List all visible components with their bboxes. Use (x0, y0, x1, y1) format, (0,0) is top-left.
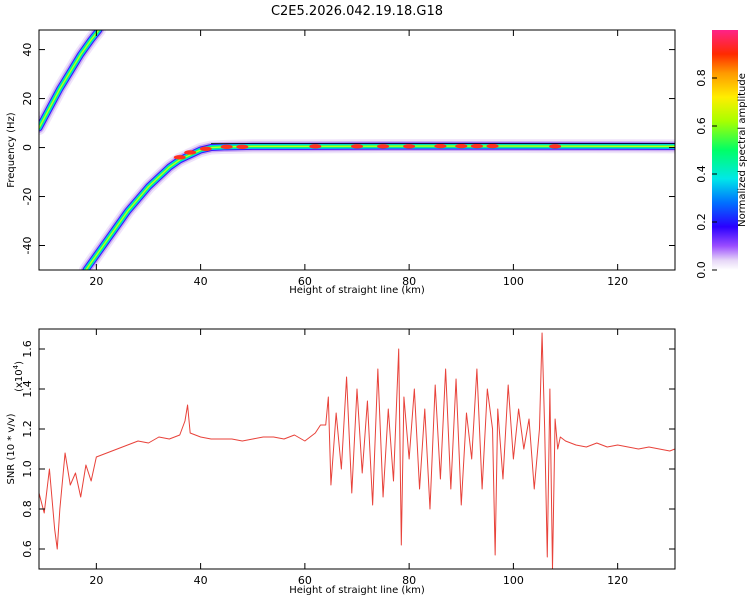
y-tick-label: 0.6 (21, 540, 34, 558)
colorbar-gradient (712, 30, 738, 270)
x-tick-label: 20 (89, 574, 103, 587)
spectrogram-frame (38, 29, 676, 271)
colorbar-label: Normalized spectral amplitude (737, 73, 748, 227)
y-tick-label: 0 (21, 144, 34, 151)
spectrogram-tracks (39, 30, 675, 270)
snr-scale-note: (x104) (12, 361, 25, 392)
spectrogram-peak (377, 144, 390, 149)
x-tick-label: 100 (503, 574, 524, 587)
snr-frame (38, 328, 676, 570)
snr-scale-base: (x10 (14, 369, 25, 392)
snr-background (39, 329, 675, 569)
spectrogram-track-1 (85, 145, 675, 270)
y-tick-label: 0.8 (21, 500, 34, 518)
spectrogram-peak (470, 143, 483, 149)
y-tick-label: 1.2 (21, 420, 34, 438)
spectrogram-y-axis: -40 -20 0 20 40 (21, 43, 675, 255)
spectrogram-peak (220, 144, 233, 150)
snr-y-label: SNR (10 * v/v) (6, 413, 17, 484)
snr-series (39, 332, 675, 569)
y-tick-label: 1.4 (21, 380, 34, 398)
svg-text:(x104): (x104) (12, 361, 25, 392)
snr-x-axis: 20 40 60 80 100 120 (89, 329, 628, 587)
spectrogram-peak (184, 150, 197, 155)
snr-panel: 20 40 60 80 100 120 0.6 0.8 1.0 1.2 1.4 1.6 Height… (6, 328, 676, 596)
spectrogram-y-label: Frequency (Hz) (6, 112, 17, 188)
y-tick-label: -20 (21, 188, 34, 206)
y-tick-label: 20 (21, 92, 34, 106)
spectrogram-peak (403, 144, 416, 149)
figure-title: C2E5.2026.042.19.18.G18 (271, 4, 443, 19)
colorbar: 0.0 0.2 0.4 0.6 0.8 Normalized spectral ampl… (695, 30, 748, 279)
y-tick-label: -40 (21, 237, 34, 255)
x-tick-label: 120 (607, 275, 628, 288)
snr-series-line-0 (39, 332, 675, 569)
colorbar-ticks: 0.0 0.2 0.4 0.6 0.8 (695, 69, 717, 279)
spectrogram-peak (236, 144, 249, 150)
spectrogram-peak (173, 155, 186, 160)
spectrogram-peak (455, 143, 468, 149)
snr-scale-exponent: 4 (12, 364, 20, 369)
x-tick-label: 100 (503, 275, 524, 288)
spectrogram-peak (199, 146, 212, 151)
spectrogram-peak (549, 144, 562, 149)
snr-x-label: Height of straight line (km) (289, 585, 425, 596)
snr-y-axis: 0.6 0.8 1.0 1.2 1.4 1.6 (21, 340, 675, 558)
colorbar-tick-label: 0.8 (695, 69, 708, 87)
colorbar-tick-label: 0.2 (695, 213, 708, 231)
spectrogram-track-0 (39, 30, 100, 129)
colorbar-tick-label: 0.0 (695, 261, 708, 279)
spectrogram-x-label: Height of straight line (km) (289, 285, 425, 296)
x-tick-label: 120 (607, 574, 628, 587)
x-tick-label: 60 (298, 574, 312, 587)
colorbar-tick-label: 0.4 (695, 165, 708, 183)
x-tick-label: 60 (298, 275, 312, 288)
x-tick-label: 40 (194, 574, 208, 587)
x-tick-label: 80 (402, 574, 416, 587)
spectrogram-peak (309, 144, 322, 149)
spectrogram-peak (351, 144, 363, 149)
spectrogram-peak (434, 143, 447, 149)
y-tick-label: 1.6 (21, 340, 34, 358)
x-tick-label: 40 (194, 275, 208, 288)
spectrogram-peak (486, 143, 499, 149)
x-tick-label: 20 (89, 275, 103, 288)
spectrogram-panel: 20 40 60 80 100 120 -40 -20 0 20 40 Height of str… (6, 29, 676, 296)
y-tick-label: 40 (21, 43, 34, 57)
x-tick-label: 80 (402, 275, 416, 288)
colorbar-tick-label: 0.6 (695, 117, 708, 135)
y-tick-label: 1.0 (21, 460, 34, 478)
spectrogram-x-axis: 20 40 60 80 100 120 (89, 30, 628, 288)
